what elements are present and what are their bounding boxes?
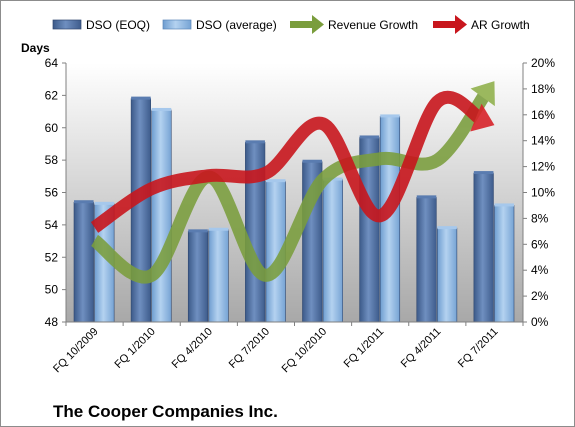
x-tick-label: FQ 1/2011 (342, 326, 387, 371)
legend-swatch (290, 21, 312, 28)
y2-tick-label: 12% (531, 160, 555, 174)
bar-dso-eoq (473, 172, 494, 323)
bar-dso-average (322, 179, 343, 323)
bar-top (494, 203, 515, 207)
series-path (90, 90, 486, 233)
bar-top (380, 114, 400, 118)
legend-item: DSO (average) (162, 18, 277, 32)
y2-tick-label: 20% (531, 56, 555, 70)
y2-tick-label: 16% (531, 108, 555, 122)
bar-top (302, 159, 323, 163)
bar-dso-average (437, 227, 458, 323)
y-tick-label: 50 (45, 283, 59, 297)
bar-top (151, 107, 172, 111)
bars (73, 96, 515, 323)
y-tick-label: 52 (45, 250, 59, 264)
bar-top (188, 229, 208, 233)
bar-dso-eoq (130, 98, 151, 323)
bar-top (73, 200, 94, 204)
y-tick-label: 64 (45, 56, 59, 70)
y-tick-label: 54 (45, 218, 59, 232)
y-axis-title: Days (21, 41, 50, 55)
bar-top (473, 171, 494, 175)
y2-tick-label: 8% (531, 211, 549, 225)
bar-dso-average (494, 205, 515, 323)
x-tick-label: FQ 10/2009 (51, 326, 101, 376)
chart-title: The Cooper Companies Inc. (53, 402, 278, 421)
y-tick-label: 58 (45, 153, 59, 167)
bar-dso-average (208, 229, 229, 323)
legend-swatch (52, 19, 82, 30)
series-line-ar-growth (90, 90, 495, 233)
x-tick-label: FQ 10/2010 (280, 326, 330, 376)
x-tick-label: FQ 4/2011 (399, 326, 444, 371)
x-tick-label: FQ 7/2010 (227, 326, 272, 371)
legend-item: AR Growth (433, 15, 530, 34)
series-line-revenue-growth (90, 81, 495, 284)
y2-axis-ticks: 0% 2% 4% 6% 8% 10% 12% 14% 16% 18% 20% (523, 56, 555, 329)
y-axis-ticks: 48 50 52 54 56 58 60 62 64 (45, 56, 66, 329)
y2-tick-label: 6% (531, 237, 549, 251)
bar-top (131, 96, 151, 100)
legend-label: Revenue Growth (328, 18, 418, 32)
legend-arrow-head (455, 15, 467, 34)
series-path (90, 88, 492, 284)
bar-dso-eoq (416, 197, 437, 323)
y-tick-label: 56 (45, 186, 59, 200)
arrow-head (470, 103, 495, 132)
legend-swatch (433, 21, 455, 28)
bar-dso-eoq (187, 231, 209, 323)
bar-top (208, 227, 229, 231)
y2-tick-label: 2% (531, 289, 549, 303)
bar-dso-average (151, 109, 172, 323)
legend-item: Revenue Growth (290, 15, 418, 34)
y2-tick-label: 0% (531, 315, 549, 329)
legend-arrow-head (312, 15, 324, 34)
x-tick-label: FQ 4/2010 (170, 326, 215, 371)
bar-top (94, 201, 115, 205)
x-axis-ticks: FQ 10/2009 FQ 1/2010 FQ 4/2010 FQ 7/2010 FQ … (51, 322, 524, 376)
bar-top (416, 195, 437, 199)
legend-swatch (162, 19, 192, 30)
x-tick-label: FQ 7/2011 (456, 326, 501, 371)
arrow-head (470, 81, 495, 107)
y-tick-label: 48 (45, 315, 59, 329)
y-tick-label: 60 (45, 121, 59, 135)
y-tick-label: 62 (45, 88, 59, 102)
bar-top (437, 226, 457, 230)
y2-tick-label: 14% (531, 134, 555, 148)
legend-label: AR Growth (471, 18, 530, 32)
y2-tick-label: 10% (531, 186, 555, 200)
bar-dso-eoq (73, 201, 94, 323)
growth-lines (90, 81, 495, 284)
legend-item: DSO (EOQ) (52, 18, 150, 32)
y2-tick-label: 18% (531, 82, 555, 96)
legend: DSO (EOQ) DSO (average) Revenue Growth AR G… (52, 15, 530, 34)
legend-label: DSO (EOQ) (86, 18, 150, 32)
bar-top (359, 135, 380, 139)
y2-tick-label: 4% (531, 263, 549, 277)
bar-top (245, 140, 265, 144)
x-tick-label: FQ 1/2010 (113, 326, 158, 371)
legend-label: DSO (average) (196, 18, 277, 32)
bar-top (265, 179, 286, 183)
